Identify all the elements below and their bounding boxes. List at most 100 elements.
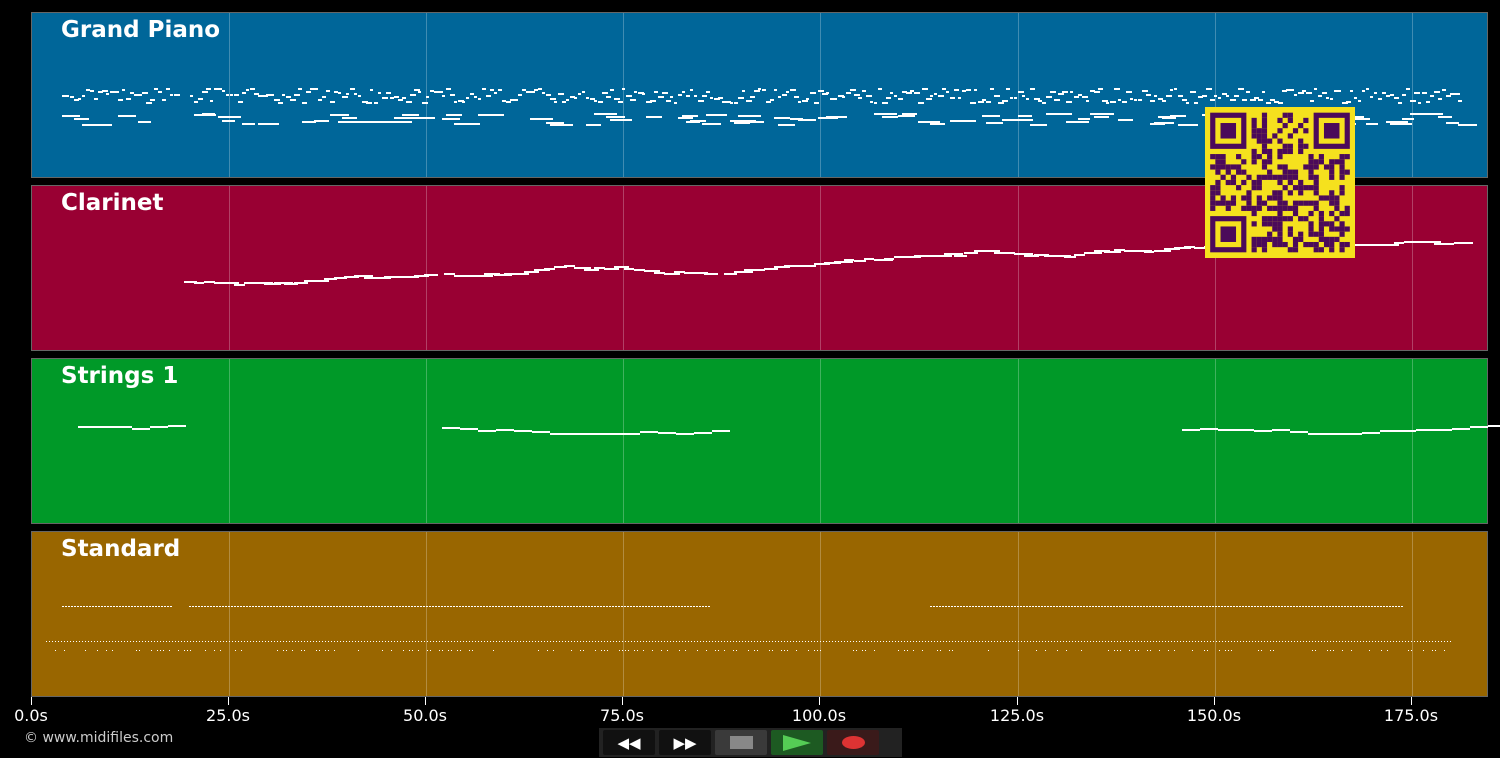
note <box>757 641 758 642</box>
note <box>529 641 530 642</box>
note <box>1117 650 1118 651</box>
note <box>1024 254 1039 257</box>
note <box>133 641 134 642</box>
note <box>676 641 677 642</box>
note <box>1056 606 1058 607</box>
note <box>1062 91 1068 93</box>
note <box>252 606 254 607</box>
track-standard-drums[interactable]: Standard <box>31 531 1488 697</box>
note <box>1296 606 1298 607</box>
note <box>958 641 959 642</box>
note <box>274 282 293 284</box>
note <box>774 266 790 268</box>
note <box>940 641 941 642</box>
note <box>554 266 567 268</box>
note <box>292 650 293 651</box>
note <box>231 606 233 607</box>
note <box>276 606 278 607</box>
track-grand-piano[interactable]: Grand Piano <box>31 12 1488 178</box>
note <box>738 97 744 99</box>
note <box>682 641 683 642</box>
note <box>1287 606 1289 607</box>
note <box>508 641 509 642</box>
note <box>679 641 680 642</box>
note <box>66 95 69 97</box>
note <box>406 641 407 642</box>
note <box>1488 425 1500 427</box>
note <box>826 116 847 118</box>
rewind-button[interactable]: ◀◀ <box>603 730 655 755</box>
note <box>628 650 629 651</box>
note <box>319 650 320 651</box>
note <box>1042 102 1046 104</box>
note <box>530 91 535 93</box>
note <box>1411 641 1412 642</box>
note <box>1066 650 1067 651</box>
grid-line <box>1412 532 1413 696</box>
note <box>555 606 557 607</box>
note <box>1014 252 1033 255</box>
grid-line <box>229 359 230 523</box>
note <box>1438 641 1439 642</box>
note <box>118 641 119 642</box>
note <box>1254 430 1272 432</box>
note <box>1203 606 1205 607</box>
note <box>1381 650 1382 651</box>
note <box>94 124 112 126</box>
note <box>382 650 383 651</box>
note <box>193 641 194 642</box>
note <box>198 98 203 100</box>
note <box>999 606 1001 607</box>
note <box>1094 91 1100 93</box>
note <box>646 116 662 118</box>
play-button[interactable] <box>771 730 823 755</box>
note <box>204 281 215 283</box>
note <box>513 606 515 607</box>
note <box>1380 606 1382 607</box>
grid-line <box>1412 359 1413 523</box>
stop-button[interactable] <box>715 730 767 755</box>
note <box>978 606 980 607</box>
note <box>112 641 113 642</box>
tick-label: 125.0s <box>989 706 1045 725</box>
note <box>907 641 908 642</box>
note <box>432 606 434 607</box>
note <box>450 94 455 96</box>
note <box>334 91 338 93</box>
note <box>92 606 94 607</box>
fast-forward-button[interactable]: ▶▶ <box>659 730 711 755</box>
note <box>1054 99 1060 101</box>
note <box>439 650 440 651</box>
note <box>550 433 568 435</box>
note <box>427 641 428 642</box>
note <box>571 650 572 651</box>
note <box>372 606 374 607</box>
note <box>534 269 550 271</box>
note <box>550 124 573 126</box>
note <box>363 606 365 607</box>
note <box>496 429 514 431</box>
note <box>451 650 452 651</box>
note <box>706 91 710 93</box>
note <box>634 650 635 651</box>
note <box>1006 641 1007 642</box>
note <box>289 641 290 642</box>
grid-line <box>1018 532 1019 696</box>
note <box>1330 98 1333 100</box>
note <box>1204 650 1205 651</box>
note <box>1225 650 1226 651</box>
note <box>1194 606 1196 607</box>
note <box>778 96 781 98</box>
track-strings[interactable]: Strings 1 <box>31 358 1500 524</box>
note <box>991 641 992 642</box>
note <box>622 650 623 651</box>
note <box>258 95 262 97</box>
note <box>96 426 114 428</box>
note <box>658 96 664 98</box>
note <box>594 100 597 102</box>
note <box>158 606 160 607</box>
note <box>442 95 445 97</box>
note <box>384 606 386 607</box>
record-button[interactable] <box>827 730 879 755</box>
note <box>1032 606 1034 607</box>
